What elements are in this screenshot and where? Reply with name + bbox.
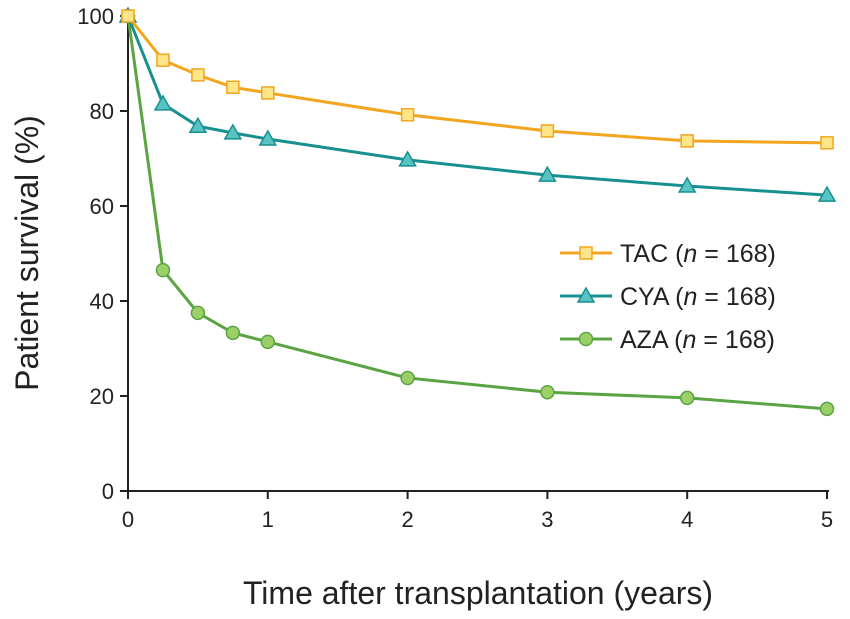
data-point-aza [260, 334, 276, 350]
data-point-cya [677, 176, 697, 193]
data-point-tac [540, 124, 555, 138]
data-point-aza [819, 401, 835, 417]
data-point-tac [261, 86, 275, 100]
x-tick-label: 0 [122, 507, 134, 532]
series-group [118, 6, 837, 417]
series-aza [120, 8, 835, 417]
data-point-cya [223, 123, 243, 140]
data-point-aza [155, 262, 171, 278]
data-point-tac [226, 80, 240, 94]
legend-item-tac: TAC (n = 168) [560, 240, 776, 268]
data-point-cya [398, 150, 417, 167]
legend-item-aza: AZA (n = 168) [560, 326, 775, 354]
axes: 0 20 40 60 80 100 0 1 2 3 4 5 [77, 4, 833, 532]
legend: TAC (n = 168) CYA (n = 168) AZA (n = 168) [560, 240, 776, 354]
legend-marker [579, 246, 593, 260]
x-tick-label: 5 [821, 507, 833, 532]
data-point-tac [820, 136, 834, 150]
y-tick-label: 80 [90, 99, 114, 124]
series-line-cya [126, 15, 828, 197]
x-tick-label: 4 [681, 507, 693, 532]
data-point-cya [258, 129, 278, 146]
legend-label: TAC (n = 168) [620, 240, 776, 268]
x-tick-label: 3 [541, 507, 553, 532]
data-point-tac [156, 53, 170, 67]
data-point-aza [400, 370, 415, 386]
series-tac [121, 9, 834, 150]
x-tick-label: 1 [262, 507, 274, 532]
data-point-cya [188, 116, 208, 133]
x-tick-label: 2 [401, 507, 413, 532]
data-point-aza [540, 384, 555, 400]
data-point-cya [538, 165, 557, 182]
legend-label: AZA (n = 168) [620, 326, 775, 354]
data-point-tac [191, 68, 205, 82]
legend-label: CYA (n = 168) [620, 283, 776, 311]
y-tick-label: 100 [77, 4, 114, 29]
legend-item-cya: CYA (n = 168) [560, 283, 776, 311]
legend-marker [578, 331, 594, 347]
y-tick-label: 20 [90, 384, 114, 409]
data-point-aza [190, 305, 206, 321]
x-axis-label: Time after transplantation (years) [243, 575, 713, 611]
legend-marker [576, 286, 596, 303]
y-axis-label: Patient survival (%) [9, 115, 45, 391]
data-point-tac [400, 108, 415, 122]
y-tick-label: 40 [90, 289, 114, 314]
data-point-aza [679, 390, 695, 406]
data-point-aza [225, 325, 241, 341]
y-tick-label: 60 [90, 194, 114, 219]
y-tick-label: 0 [102, 479, 114, 504]
data-point-tac [680, 134, 694, 148]
data-point-cya [153, 94, 173, 111]
data-point-cya [817, 185, 837, 202]
series-cya [118, 6, 837, 202]
data-point-tac [121, 9, 135, 23]
